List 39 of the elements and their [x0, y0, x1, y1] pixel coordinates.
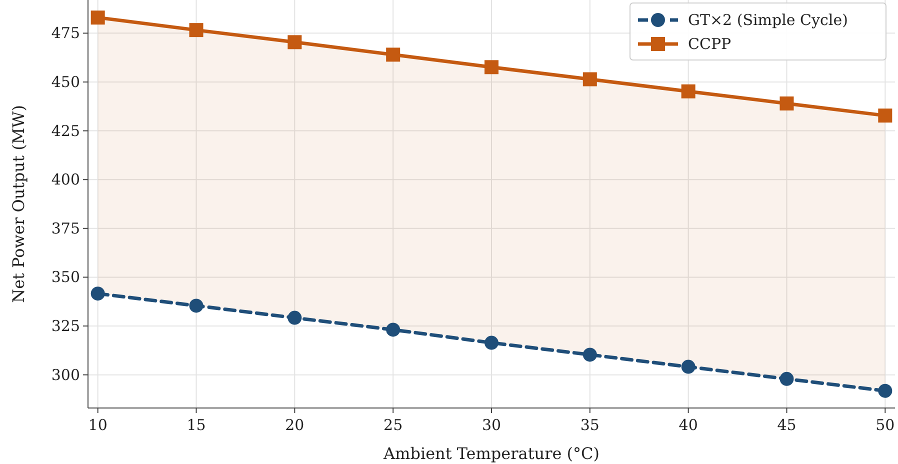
point	[780, 96, 794, 110]
y-tick-label: 450	[51, 72, 80, 91]
point	[582, 72, 597, 86]
point	[386, 48, 400, 62]
point	[484, 336, 498, 350]
point	[878, 384, 892, 398]
point	[582, 348, 597, 362]
point	[780, 372, 794, 386]
y-tick-label: 475	[51, 24, 80, 42]
y-tick-label: 300	[51, 366, 80, 384]
x-tick-label: 35	[580, 416, 600, 434]
x-tick-label: 15	[186, 416, 206, 434]
y-axis-title: Net Power Output (MW)	[9, 105, 28, 303]
point	[90, 10, 105, 25]
point	[189, 23, 204, 38]
x-tick-label: 50	[876, 416, 895, 434]
point	[681, 360, 696, 374]
y-tick-label: 425	[51, 122, 80, 140]
x-axis-title: Ambient Temperature (°C)	[382, 444, 600, 463]
point	[386, 322, 400, 337]
y-tick-label: 375	[51, 219, 80, 238]
y-tick-label: 400	[51, 170, 80, 189]
legend-label: CCPP	[688, 35, 732, 53]
legend-label: GT×2 (Simple Cycle)	[688, 11, 848, 29]
point	[90, 286, 105, 301]
x-tick-label: 10	[88, 416, 108, 434]
point	[189, 298, 204, 313]
y-tick-label: 350	[51, 268, 80, 286]
y-tick-label: 325	[51, 317, 80, 336]
point	[681, 84, 696, 98]
x-tick-label: 30	[482, 416, 502, 434]
point	[288, 35, 302, 50]
x-tick-label: 40	[678, 416, 698, 434]
point	[484, 60, 498, 74]
point	[878, 108, 892, 123]
x-tick-label: 25	[384, 416, 403, 434]
x-tick-label: 45	[777, 416, 796, 434]
point	[288, 310, 302, 325]
x-tick-label: 20	[285, 416, 304, 434]
